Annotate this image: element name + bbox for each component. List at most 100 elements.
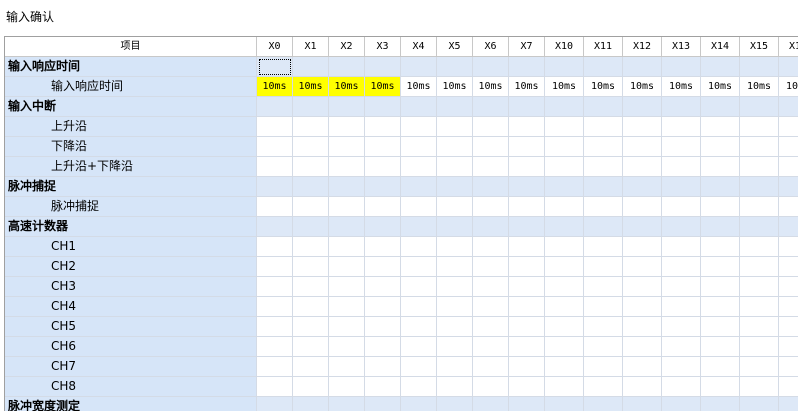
grid-cell[interactable] <box>365 237 401 257</box>
grid-cell[interactable] <box>545 137 584 157</box>
grid-cell[interactable] <box>365 377 401 397</box>
grid-cell[interactable] <box>437 297 473 317</box>
grid-cell[interactable] <box>779 237 798 257</box>
grid-cell[interactable] <box>293 297 329 317</box>
grid-cell[interactable] <box>509 197 545 217</box>
grid-cell[interactable]: 10ms <box>584 77 623 97</box>
grid-cell[interactable] <box>401 257 437 277</box>
grid-cell[interactable] <box>329 337 365 357</box>
grid-cell[interactable] <box>329 277 365 297</box>
grid-cell[interactable] <box>293 337 329 357</box>
grid-cell[interactable] <box>740 257 779 277</box>
grid-cell[interactable] <box>257 137 293 157</box>
grid-cell[interactable] <box>365 117 401 137</box>
grid-cell[interactable] <box>257 117 293 137</box>
grid-cell[interactable] <box>365 157 401 177</box>
grid-cell[interactable] <box>779 357 798 377</box>
grid-cell[interactable] <box>473 297 509 317</box>
grid-cell[interactable] <box>365 257 401 277</box>
grid-cell[interactable] <box>623 277 662 297</box>
grid-cell[interactable] <box>329 117 365 137</box>
grid-cell[interactable] <box>740 237 779 257</box>
grid-cell[interactable] <box>623 137 662 157</box>
grid-cell[interactable] <box>293 157 329 177</box>
grid-cell[interactable] <box>329 197 365 217</box>
grid-cell[interactable] <box>437 197 473 217</box>
grid-cell[interactable] <box>473 257 509 277</box>
grid-cell[interactable] <box>662 157 701 177</box>
grid-cell[interactable] <box>401 377 437 397</box>
grid-cell[interactable] <box>662 137 701 157</box>
grid-cell[interactable] <box>623 297 662 317</box>
grid-cell[interactable] <box>257 237 293 257</box>
grid-cell[interactable] <box>509 257 545 277</box>
grid-cell[interactable]: 10ms <box>545 77 584 97</box>
grid-cell[interactable] <box>701 117 740 137</box>
grid-cell[interactable]: 10ms <box>293 77 329 97</box>
grid-cell[interactable] <box>365 317 401 337</box>
grid-cell[interactable] <box>401 157 437 177</box>
grid-cell[interactable] <box>437 317 473 337</box>
grid-cell[interactable] <box>740 317 779 337</box>
grid-cell[interactable] <box>293 357 329 377</box>
grid-cell[interactable] <box>779 317 798 337</box>
grid-cell[interactable] <box>545 337 584 357</box>
grid-cell[interactable] <box>329 257 365 277</box>
grid-cell[interactable] <box>437 157 473 177</box>
grid-cell[interactable] <box>545 377 584 397</box>
grid-cell[interactable] <box>329 297 365 317</box>
grid-cell[interactable] <box>623 337 662 357</box>
grid-cell[interactable] <box>701 277 740 297</box>
grid-cell[interactable] <box>779 137 798 157</box>
grid-cell[interactable] <box>623 237 662 257</box>
grid-cell[interactable] <box>584 357 623 377</box>
grid-cell[interactable] <box>779 277 798 297</box>
grid-cell[interactable] <box>437 277 473 297</box>
grid-cell[interactable] <box>662 277 701 297</box>
grid-cell[interactable] <box>401 117 437 137</box>
grid-cell[interactable] <box>701 317 740 337</box>
grid-cell[interactable] <box>584 377 623 397</box>
grid-cell[interactable] <box>509 317 545 337</box>
grid-cell[interactable] <box>329 237 365 257</box>
grid-cell[interactable] <box>584 297 623 317</box>
grid-cell[interactable] <box>740 117 779 137</box>
grid-cell[interactable] <box>662 117 701 137</box>
grid-cell[interactable] <box>509 297 545 317</box>
grid-cell[interactable] <box>584 317 623 337</box>
grid-cell[interactable] <box>257 377 293 397</box>
grid-cell[interactable] <box>401 297 437 317</box>
grid-cell[interactable] <box>473 137 509 157</box>
grid-cell[interactable] <box>473 317 509 337</box>
grid-cell[interactable] <box>437 117 473 137</box>
grid-cell[interactable] <box>584 257 623 277</box>
grid-cell[interactable]: 10ms <box>329 77 365 97</box>
grid-cell[interactable] <box>401 277 437 297</box>
grid-cell[interactable] <box>437 257 473 277</box>
grid-cell[interactable] <box>662 297 701 317</box>
grid-cell[interactable] <box>584 117 623 137</box>
grid-cell[interactable] <box>365 197 401 217</box>
grid-cell[interactable]: 10ms <box>623 77 662 97</box>
grid-cell[interactable] <box>473 117 509 137</box>
grid-cell[interactable] <box>701 137 740 157</box>
grid-cell[interactable] <box>701 297 740 317</box>
grid-cell[interactable] <box>662 337 701 357</box>
grid-cell[interactable] <box>701 237 740 257</box>
grid-cell[interactable] <box>740 197 779 217</box>
grid-cell[interactable] <box>584 157 623 177</box>
grid-cell[interactable] <box>545 357 584 377</box>
grid-cell[interactable] <box>293 257 329 277</box>
grid-cell[interactable] <box>293 197 329 217</box>
grid-cell[interactable] <box>545 297 584 317</box>
grid-cell[interactable] <box>401 197 437 217</box>
grid-cell[interactable] <box>545 257 584 277</box>
grid-cell[interactable] <box>623 157 662 177</box>
grid-cell[interactable] <box>740 357 779 377</box>
grid-cell[interactable] <box>257 317 293 337</box>
grid-cell[interactable] <box>779 257 798 277</box>
grid-cell[interactable] <box>293 317 329 337</box>
grid-cell[interactable] <box>779 117 798 137</box>
grid-cell[interactable] <box>545 317 584 337</box>
grid-cell[interactable] <box>329 357 365 377</box>
